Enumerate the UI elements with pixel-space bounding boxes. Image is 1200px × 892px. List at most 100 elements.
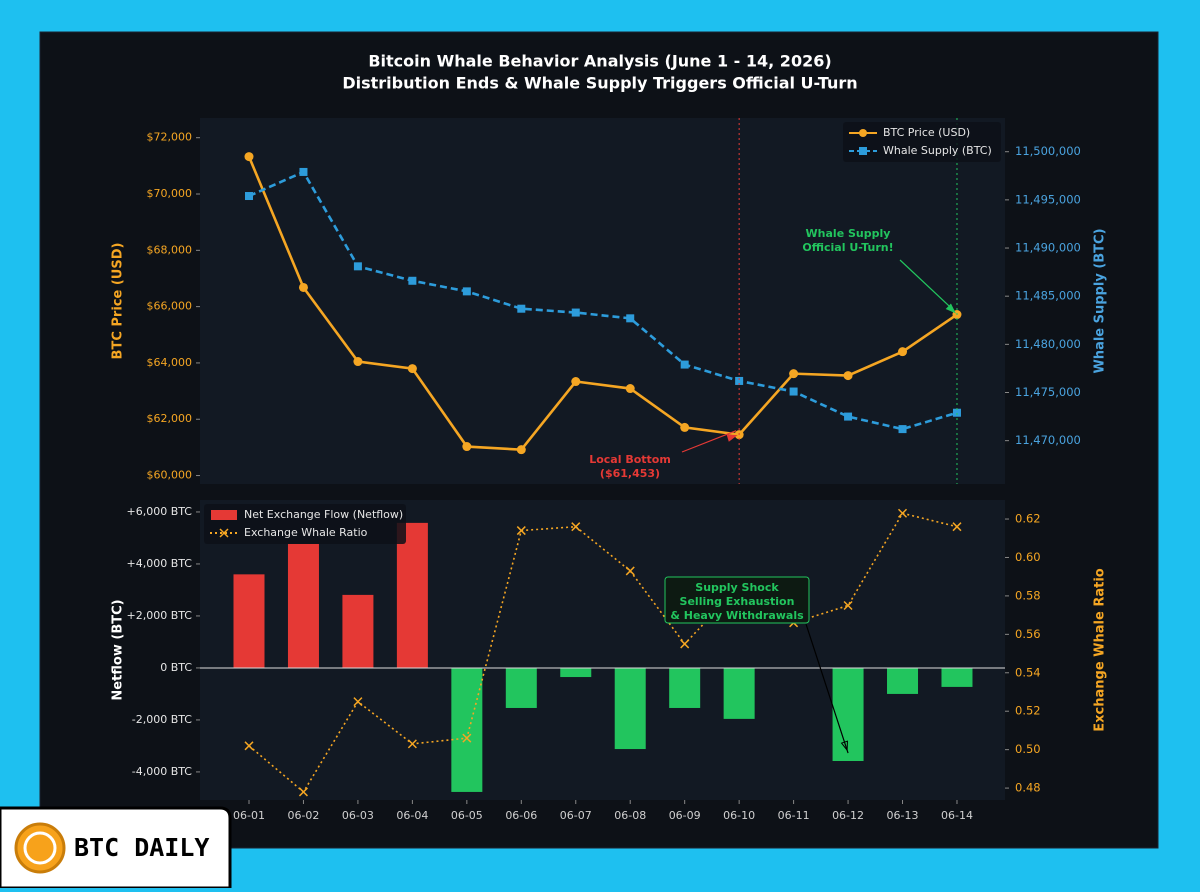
point — [353, 262, 362, 271]
y-axis-label: Netflow (BTC) — [111, 599, 126, 700]
point — [625, 566, 635, 576]
y-tick-label: +6,000 BTC — [126, 505, 192, 518]
point — [462, 287, 471, 296]
y-tick-label: -4,000 BTC — [132, 765, 193, 778]
annotation-arrow — [681, 430, 737, 453]
y-tick-label: $70,000 — [147, 187, 193, 200]
bar — [342, 594, 374, 668]
point — [571, 377, 581, 387]
point — [843, 371, 853, 381]
annotation-text: ($61,453) — [600, 467, 660, 480]
x-tick-label: 06-04 — [396, 809, 428, 822]
point — [407, 364, 417, 374]
logo-box — [0, 806, 232, 890]
y2-tick-label: 11,470,000 — [1015, 433, 1081, 447]
point — [680, 639, 690, 649]
x-tick-label: 06-02 — [287, 809, 319, 822]
y2-tick-label: 0.56 — [1015, 627, 1041, 641]
bar — [451, 667, 483, 792]
bar — [669, 667, 701, 708]
coin-icon-ring — [23, 831, 57, 865]
y-tick-label: 0 BTC — [160, 661, 192, 674]
y-tick-label: $66,000 — [147, 300, 193, 313]
point — [516, 445, 526, 455]
y2-tick-label: 0.62 — [1015, 512, 1041, 526]
x-tick-label: 06-01 — [233, 809, 265, 822]
point — [571, 308, 580, 317]
y-tick-label: $64,000 — [147, 356, 193, 369]
y2-tick-label: 11,480,000 — [1015, 337, 1081, 351]
brand-logo: BTC DAILY — [0, 806, 232, 890]
x-tick-label: 06-14 — [941, 809, 973, 822]
title: Bitcoin Whale Behavior Analysis (June 1 … — [368, 52, 831, 71]
point — [299, 167, 308, 176]
bar — [887, 667, 919, 694]
y2-tick-label: 0.60 — [1015, 550, 1041, 564]
point — [789, 369, 799, 379]
legend-label: Exchange Whale Ratio — [244, 526, 368, 539]
point — [517, 304, 526, 313]
bar — [723, 667, 755, 719]
y-tick-label: +2,000 BTC — [126, 609, 192, 622]
bar — [396, 522, 428, 668]
series-line — [247, 156, 958, 451]
y2-tick-label: 0.54 — [1015, 665, 1041, 679]
point — [952, 522, 962, 532]
y2-tick-label: 0.48 — [1015, 781, 1041, 795]
point — [353, 697, 363, 707]
bar — [941, 667, 973, 687]
point — [245, 192, 253, 201]
point — [680, 360, 689, 369]
y2-tick-label: 0.58 — [1015, 588, 1041, 602]
plot-area — [200, 500, 1005, 800]
point — [897, 508, 908, 518]
legend-marker — [859, 129, 867, 137]
coin-icon — [14, 822, 66, 874]
point — [353, 357, 363, 367]
point — [516, 526, 526, 536]
x-tick-label: 06-11 — [778, 809, 810, 822]
x-tick-label: 06-13 — [887, 809, 919, 822]
x-tick-label: 06-05 — [451, 809, 483, 822]
legend-marker — [219, 528, 229, 538]
annotation-text: Selling Exhaustion — [680, 595, 795, 608]
bar — [560, 667, 592, 678]
y-tick-label: $68,000 — [147, 243, 193, 256]
point — [244, 741, 254, 751]
point — [625, 384, 635, 394]
point — [626, 314, 635, 323]
point — [408, 276, 417, 285]
x-tick-label: 06-10 — [723, 809, 755, 822]
point — [952, 408, 961, 417]
annotation-arrow — [899, 259, 955, 311]
y2-axis-label: Whale Supply (BTC) — [1093, 228, 1108, 373]
y-tick-label: $72,000 — [147, 131, 193, 144]
point — [789, 387, 798, 396]
legend-box — [843, 122, 1001, 162]
y-axis-label: BTC Price (USD) — [111, 243, 126, 360]
x-tick-label: 06-09 — [669, 809, 701, 822]
y-tick-label: -2,000 BTC — [132, 713, 193, 726]
y2-tick-label: 11,475,000 — [1015, 385, 1081, 399]
legend-label: BTC Price (USD) — [883, 126, 970, 139]
point — [735, 376, 744, 385]
legend-marker — [859, 147, 867, 155]
legend-label: Whale Supply (BTC) — [883, 144, 992, 157]
arrow-head — [726, 434, 738, 442]
y2-tick-label: 11,490,000 — [1015, 241, 1081, 255]
legend-label: Net Exchange Flow (Netflow) — [244, 508, 403, 521]
brand-name: BTC DAILY — [74, 833, 209, 862]
point — [462, 442, 472, 452]
x-tick-label: 06-12 — [832, 809, 864, 822]
x-tick-label: 06-06 — [505, 809, 537, 822]
point — [298, 282, 308, 292]
annotation-box — [664, 576, 810, 624]
point — [843, 600, 853, 611]
annotation-text: Supply Shock — [695, 581, 779, 594]
arrow-head — [945, 303, 956, 314]
y2-tick-label: 11,500,000 — [1015, 144, 1081, 158]
arrow-head — [840, 740, 848, 752]
x-tick-label: 06-03 — [342, 809, 374, 822]
annotation-text: Local Bottom — [589, 453, 671, 466]
